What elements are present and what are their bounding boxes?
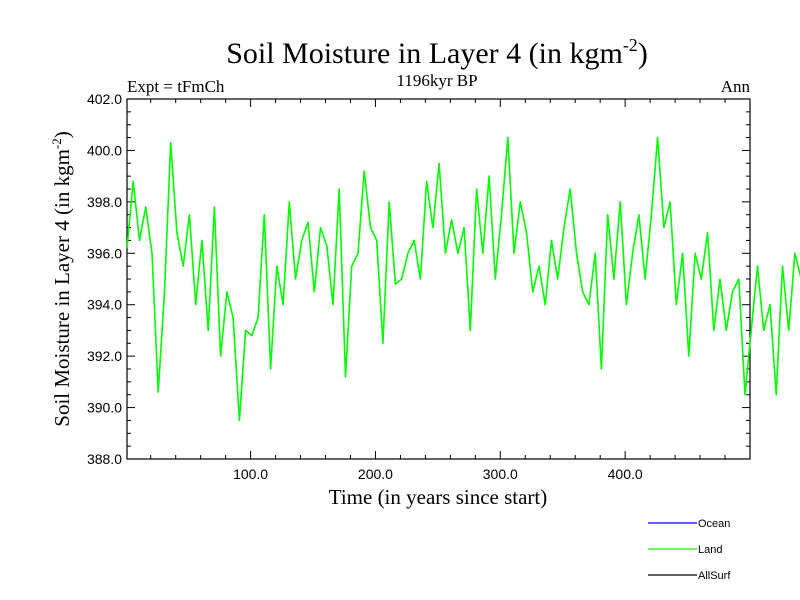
legend-item-land: Land bbox=[648, 544, 722, 556]
chart-subtitle: 1196kyr BP bbox=[396, 71, 477, 90]
legend-item-ocean: Ocean bbox=[648, 518, 730, 530]
x-tick-label: 300.0 bbox=[483, 466, 518, 482]
y-axis-label-superscript: -2 bbox=[49, 138, 64, 149]
legend-label: Ocean bbox=[698, 518, 730, 530]
y-axis-label-close: ) bbox=[50, 131, 74, 138]
y-tick-label: 398.0 bbox=[87, 194, 122, 210]
series-group bbox=[126, 136, 800, 422]
y-tick-label: 400.0 bbox=[87, 142, 122, 158]
chart-title-close: ) bbox=[638, 37, 648, 70]
y-tick-label: 392.0 bbox=[87, 348, 122, 364]
chart-title: Soil Moisture in Layer 4 (in kgm-2) bbox=[226, 35, 648, 70]
legend-label: AllSurf bbox=[698, 570, 731, 582]
x-tick-label: 200.0 bbox=[358, 466, 393, 482]
x-axis-label: Time (in years since start) bbox=[329, 485, 548, 509]
season-label: Ann bbox=[721, 77, 751, 96]
legend-label: Land bbox=[698, 544, 722, 556]
series-line-land bbox=[126, 136, 800, 422]
chart-title-superscript: -2 bbox=[623, 35, 638, 55]
y-tick-label: 390.0 bbox=[87, 400, 122, 416]
x-tick-label: 100.0 bbox=[233, 466, 268, 482]
y-axis-label: Soil Moisture in Layer 4 (in kgm-2) bbox=[49, 131, 74, 426]
y-axis: 388.0 390.0 392.0 394.0 396.0 398.0 400.0 402.0 bbox=[87, 91, 750, 467]
experiment-label: Expt = tFmCh bbox=[127, 77, 225, 96]
y-tick-label: 388.0 bbox=[87, 451, 122, 467]
y-tick-label: 394.0 bbox=[87, 297, 122, 313]
legend: Ocean Land AllSurf bbox=[648, 518, 731, 582]
x-axis: 100.0 200.0 300.0 400.0 bbox=[150, 99, 726, 482]
legend-item-allsurf: AllSurf bbox=[648, 570, 731, 582]
y-tick-label: 402.0 bbox=[87, 91, 122, 107]
x-tick-label: 400.0 bbox=[608, 466, 643, 482]
y-tick-label: 396.0 bbox=[87, 245, 122, 261]
